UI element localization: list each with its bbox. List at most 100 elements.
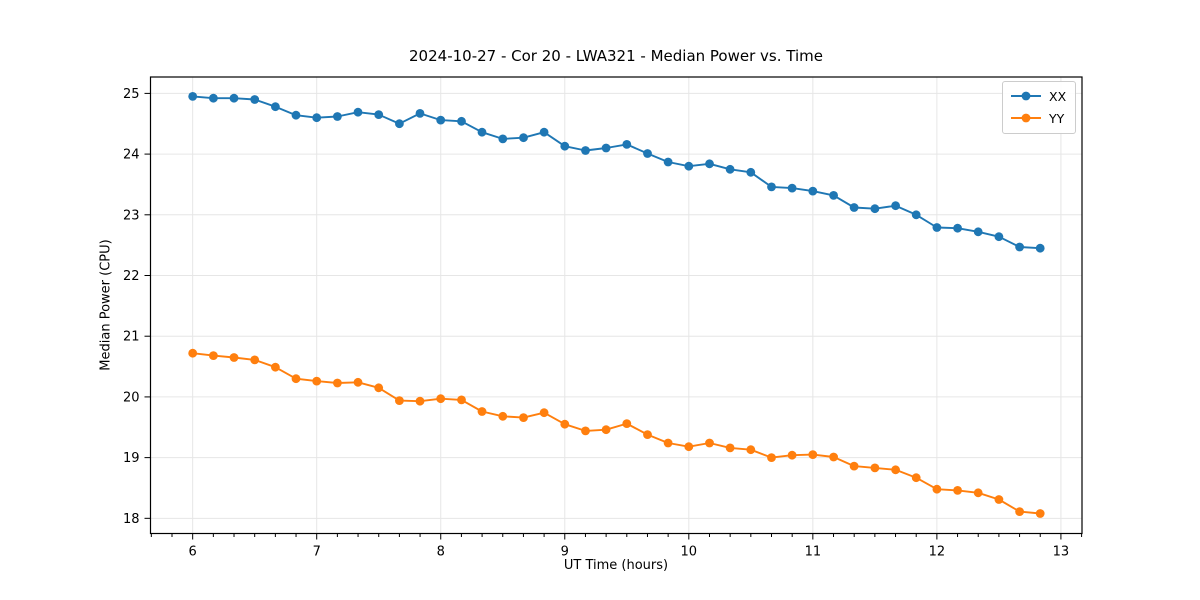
data-point-xx [746,167,756,177]
data-point-yy [250,355,260,365]
data-point-yy [891,465,900,475]
data-point-yy [953,486,962,495]
x-tick-label: 10 [681,545,698,560]
data-point-xx [312,113,322,123]
data-point-xx [457,116,466,126]
data-point-yy [581,426,590,436]
axes-spines [149,76,1083,535]
data-point-xx [973,227,983,237]
data-point-xx [581,146,590,155]
data-point-yy [663,438,673,448]
data-point-xx [477,127,487,137]
x-tick-label: 7 [313,545,321,560]
data-point-xx [498,134,508,144]
legend-label-xx: XX [1049,88,1067,104]
data-point-yy [477,407,487,416]
series-xx [188,92,1045,253]
y-tick-label: 22 [123,269,140,284]
data-point-yy [725,443,735,453]
data-point-yy [291,374,301,384]
data-point-yy [643,430,652,439]
x-tick-label: 11 [805,545,822,560]
data-point-xx [870,204,880,214]
x-tick-label: 13 [1053,545,1070,560]
y-tick-label: 24 [123,148,140,163]
data-point-xx [250,95,260,104]
data-point-yy [271,362,280,372]
data-point-xx [622,140,632,149]
tick-labels: 6 7 8 9 10 11 12 13 18 19 20 21 22 23 24 25 [123,87,1069,560]
data-point-xx [539,127,549,137]
data-point-xx [519,133,528,143]
data-point-xx [849,203,859,212]
data-point-xx [436,115,446,125]
data-point-xx [994,232,1004,242]
chart-title: 2024-10-27 - Cor 20 - LWA321 - Median Po… [409,47,823,65]
data-point-xx [333,112,342,121]
legend-line-marker-swatch-yy [1010,109,1042,128]
data-point-yy [622,419,632,428]
data-point-yy [932,484,942,494]
y-tick-label: 19 [123,451,140,466]
data-point-xx [891,201,900,211]
data-point-yy [1035,509,1045,518]
data-point-xx [353,107,363,117]
data-point-yy [684,442,694,452]
legend-label-yy: YY [1049,110,1065,126]
data-point-yy [870,463,880,473]
data-point-yy [705,438,714,448]
y-tick-label: 25 [123,87,140,102]
legend-line-marker-swatch-xx [1010,87,1042,106]
data-point-xx [1035,243,1045,253]
data-point-yy [333,378,342,388]
data-point-yy [767,453,776,462]
x-tick-label: 9 [561,545,569,560]
data-point-xx [829,191,838,200]
series-line-yy [191,352,1042,515]
data-point-xx [787,183,797,193]
legend-box: XX YY [1002,81,1077,134]
data-point-xx [229,93,239,103]
tick-marks [144,92,1083,540]
data-point-xx [291,110,301,120]
grid-lines [150,77,1082,534]
data-point-yy [209,351,218,360]
data-point-xx [560,141,570,151]
data-point-xx [209,93,218,103]
data-point-xx [767,182,776,192]
legend-item-xx: XX [1010,87,1066,106]
data-point-yy [601,425,611,435]
x-tick-label: 8 [437,545,445,560]
data-point-xx [374,110,384,119]
x-tick-label: 12 [929,545,946,560]
data-point-yy [994,495,1004,504]
data-point-yy [911,473,921,483]
data-point-xx [271,102,280,112]
data-point-xx [911,210,921,220]
y-tick-label: 23 [123,208,140,223]
data-point-yy [312,376,322,386]
data-point-yy [539,408,549,418]
data-point-yy [188,348,198,358]
data-point-yy [973,488,983,498]
data-point-xx [643,149,652,158]
x-tick-label: 6 [189,545,197,560]
data-point-yy [353,377,363,387]
data-point-xx [188,92,198,101]
data-point-yy [498,411,508,421]
data-point-xx [684,161,694,171]
data-point-yy [395,396,404,405]
data-point-xx [415,109,425,118]
data-point-xx [725,164,735,174]
data-point-yy [808,450,818,459]
data-point-xx [663,157,673,167]
data-point-yy [1015,507,1024,516]
data-point-yy [436,394,446,404]
data-point-xx [601,143,611,153]
data-point-yy [519,413,528,422]
data-point-yy [229,353,239,362]
data-point-xx [953,223,962,233]
series-yy [188,348,1045,518]
